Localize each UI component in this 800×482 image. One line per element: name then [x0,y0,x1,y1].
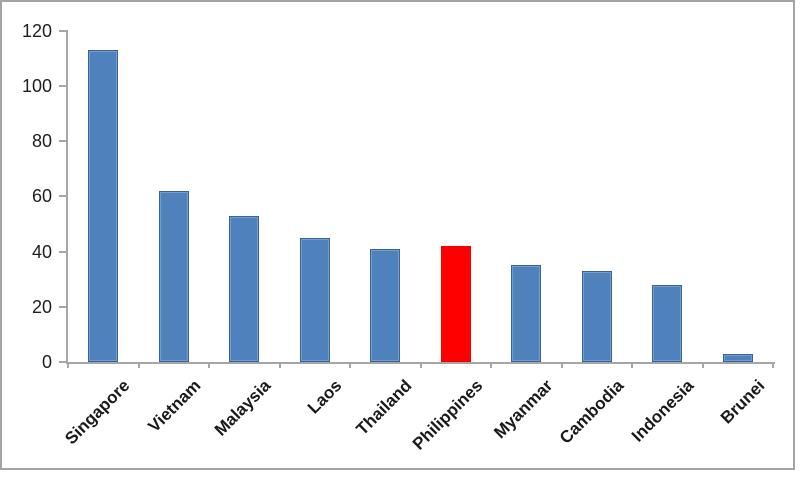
bar-cambodia [581,270,612,362]
y-axis-line [66,30,68,364]
bar-laos [299,237,330,362]
bar-singapore [88,50,119,362]
y-tick-label: 20 [31,296,52,317]
y-tick [59,250,66,253]
x-tick [560,362,563,368]
bar-thailand [370,248,401,362]
bar-philippines [440,246,471,362]
chart-frame [0,0,795,470]
x-tick [349,362,351,368]
y-tick [59,85,66,87]
y-tick-label: 40 [31,241,52,262]
x-tick [278,362,281,368]
x-tick [419,362,422,368]
bar-vietnam [158,190,189,362]
x-tick [137,362,140,368]
bar-malaysia [229,215,260,362]
x-tick [631,362,633,368]
y-tick-label: 120 [21,20,52,41]
y-tick [59,29,66,32]
bar-myanmar [511,265,542,362]
y-tick-label: 100 [21,76,52,96]
y-tick [59,361,66,363]
y-tick [59,305,66,308]
bar-indonesia [652,284,683,362]
x-tick [772,362,774,368]
x-tick [208,362,210,368]
x-tick [490,362,492,368]
y-tick-label: 0 [41,352,52,372]
y-tick [59,140,66,143]
x-tick [701,362,704,368]
x-tick [67,362,69,368]
y-tick-label: 60 [31,186,52,207]
y-tick-label: 80 [31,131,52,152]
y-tick [59,195,66,198]
bar-brunei [722,353,753,362]
